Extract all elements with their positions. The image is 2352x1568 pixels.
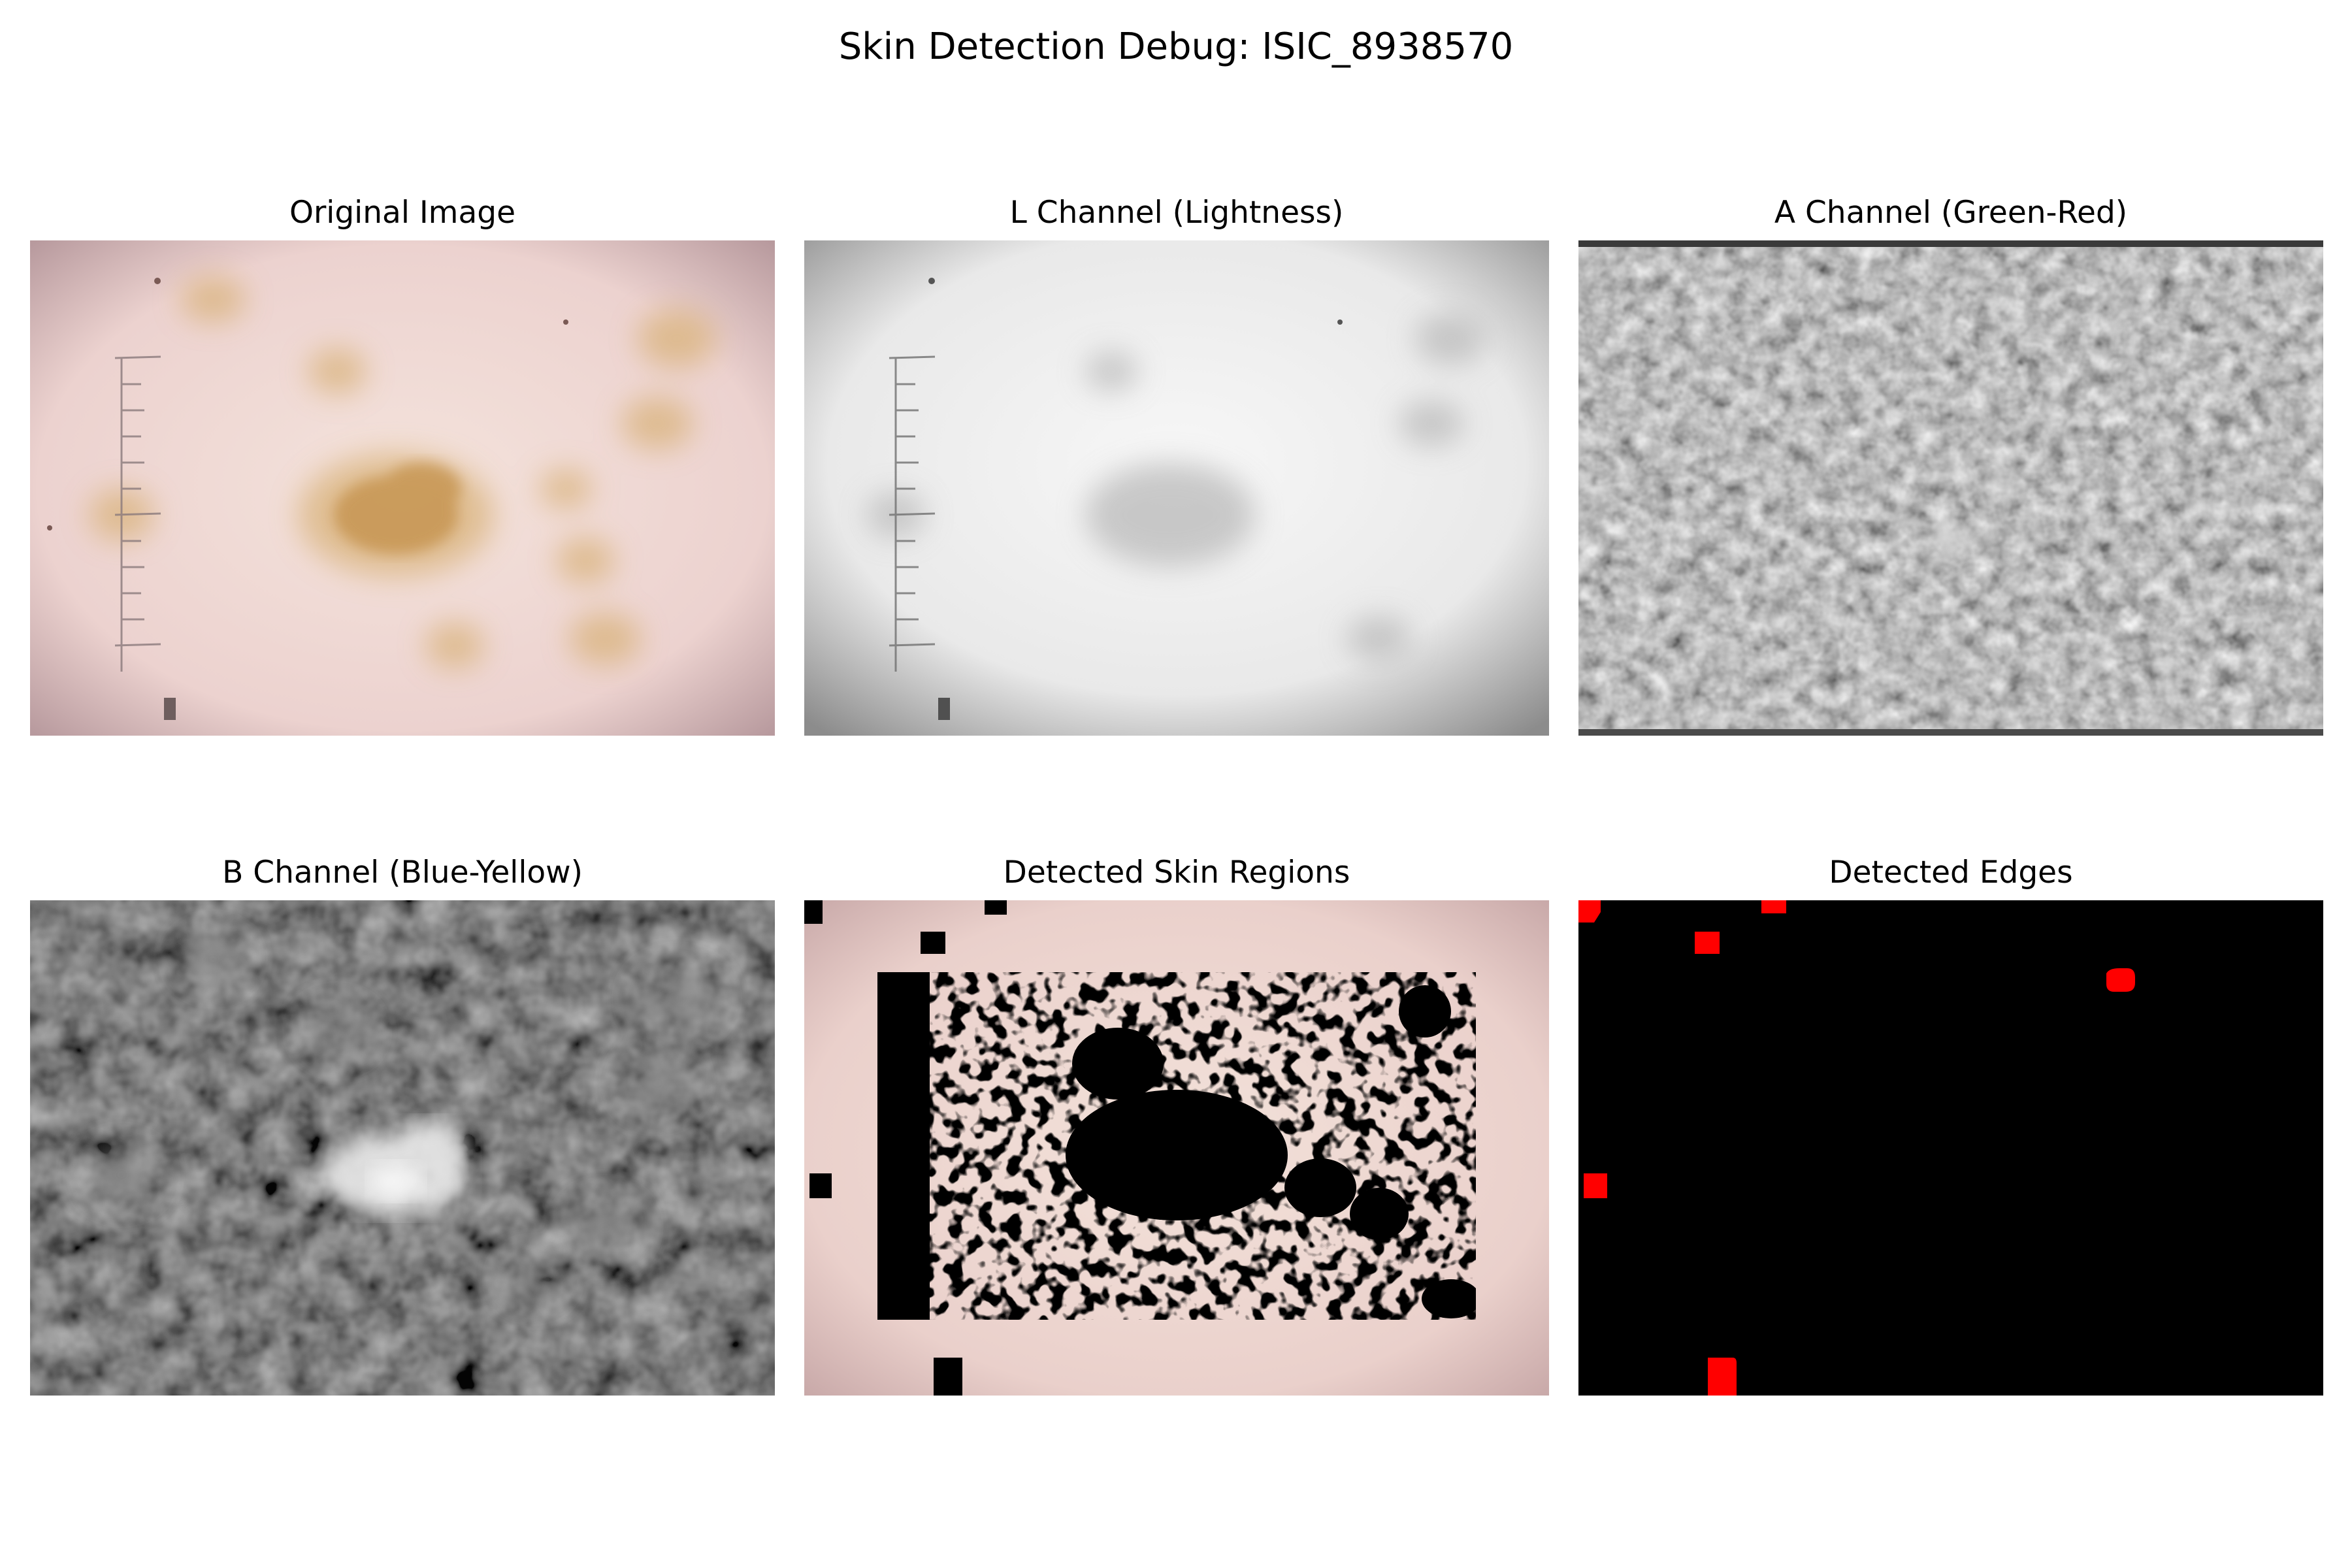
panel-title-a-channel: A Channel (Green-Red) (1774, 195, 2128, 231)
panel-title-l-channel: L Channel (Lightness) (1009, 195, 1344, 231)
panel-title-skin-regions: Detected Skin Regions (1003, 855, 1350, 890)
edges-image (1578, 900, 2323, 1396)
l-channel-image (804, 240, 1549, 736)
panel-title-original: Original Image (289, 195, 516, 231)
panel-title-b-channel: B Channel (Blue-Yellow) (222, 855, 583, 890)
skin-regions-image (804, 900, 1549, 1396)
panel-title-edges: Detected Edges (1829, 855, 2073, 890)
figure-title: Skin Detection Debug: ISIC_8938570 (838, 25, 1514, 68)
a-channel-image (1578, 240, 2323, 736)
b-channel-image (30, 900, 775, 1396)
original-image (30, 240, 775, 736)
